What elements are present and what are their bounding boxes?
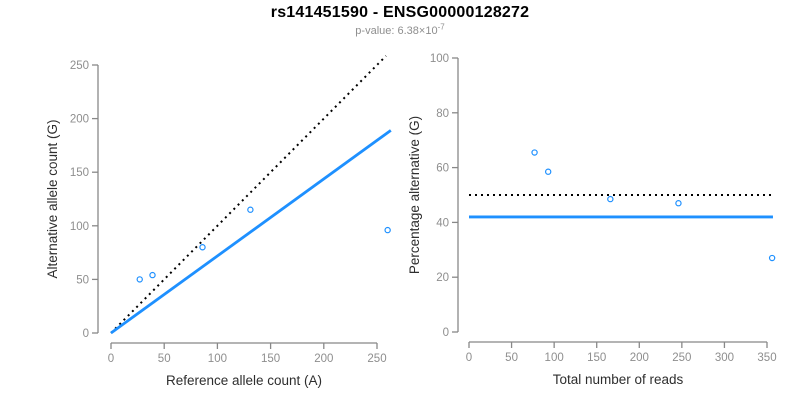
x-tick-label: 50 bbox=[505, 352, 518, 364]
percentage-panel: 0 20 40 60 80 100 0 50 100 150 200 250 300 350 Total n… bbox=[407, 53, 777, 387]
data-point bbox=[531, 149, 538, 156]
x-axis-title: Total number of reads bbox=[553, 372, 684, 387]
pvalue-text: p-value: 6.38×10 bbox=[355, 25, 438, 37]
y-tick-label: 150 bbox=[70, 167, 89, 179]
y-tick-label: 60 bbox=[436, 163, 449, 175]
y-tick-label: 40 bbox=[436, 217, 449, 229]
x-tick-label: 350 bbox=[757, 352, 776, 364]
figure-subtitle: p-value: 6.38×10-7 bbox=[0, 22, 800, 37]
x-tick-label: 250 bbox=[367, 353, 386, 365]
data-point bbox=[247, 206, 254, 213]
data-point bbox=[149, 271, 156, 279]
x-axis-title: Reference allele count (A) bbox=[166, 373, 322, 388]
observed-ratio-line bbox=[110, 129, 392, 335]
x-tick-label: 150 bbox=[587, 352, 606, 364]
y-tick-label: 100 bbox=[70, 221, 89, 233]
data-point bbox=[544, 168, 552, 175]
allele-counts-panel: 0 50 100 150 200 250 0 50 100 150 200 250 Reference … bbox=[45, 55, 392, 388]
x-tick-label: 100 bbox=[545, 352, 564, 364]
data-point bbox=[675, 200, 682, 207]
x-tick-label: 200 bbox=[314, 353, 333, 365]
data-point bbox=[136, 276, 143, 283]
y-tick-label: 50 bbox=[76, 274, 89, 286]
y-axis-title: Alternative allele count (G) bbox=[45, 119, 60, 278]
y-tick-label: 200 bbox=[70, 114, 89, 126]
y-tick-label: 80 bbox=[436, 108, 449, 120]
x-tick-label: 0 bbox=[108, 353, 114, 365]
x-tick-label: 50 bbox=[158, 353, 171, 365]
y-tick-label: 100 bbox=[430, 53, 449, 65]
x-tick-label: 150 bbox=[261, 353, 280, 365]
x-tick-label: 100 bbox=[208, 353, 227, 365]
x-tick-label: 0 bbox=[466, 352, 472, 364]
y-axis-title: Percentage alternative (G) bbox=[407, 116, 422, 274]
x-tick-label: 200 bbox=[630, 352, 649, 364]
y-tick-label: 250 bbox=[70, 60, 89, 72]
y-tick-label: 20 bbox=[436, 272, 449, 284]
x-tick-label: 300 bbox=[715, 352, 734, 364]
data-point bbox=[199, 244, 206, 251]
expected-50-50-line bbox=[110, 55, 387, 334]
pvalue-exponent: -7 bbox=[437, 22, 445, 32]
x-tick-label: 250 bbox=[672, 352, 691, 364]
y-tick-label: 0 bbox=[443, 327, 449, 339]
data-point bbox=[768, 254, 776, 262]
figure-title: rs141451590 - ENSG00000128272 bbox=[270, 4, 530, 21]
y-tick-label: 0 bbox=[83, 328, 89, 340]
data-point bbox=[607, 195, 614, 203]
data-point bbox=[384, 226, 391, 234]
